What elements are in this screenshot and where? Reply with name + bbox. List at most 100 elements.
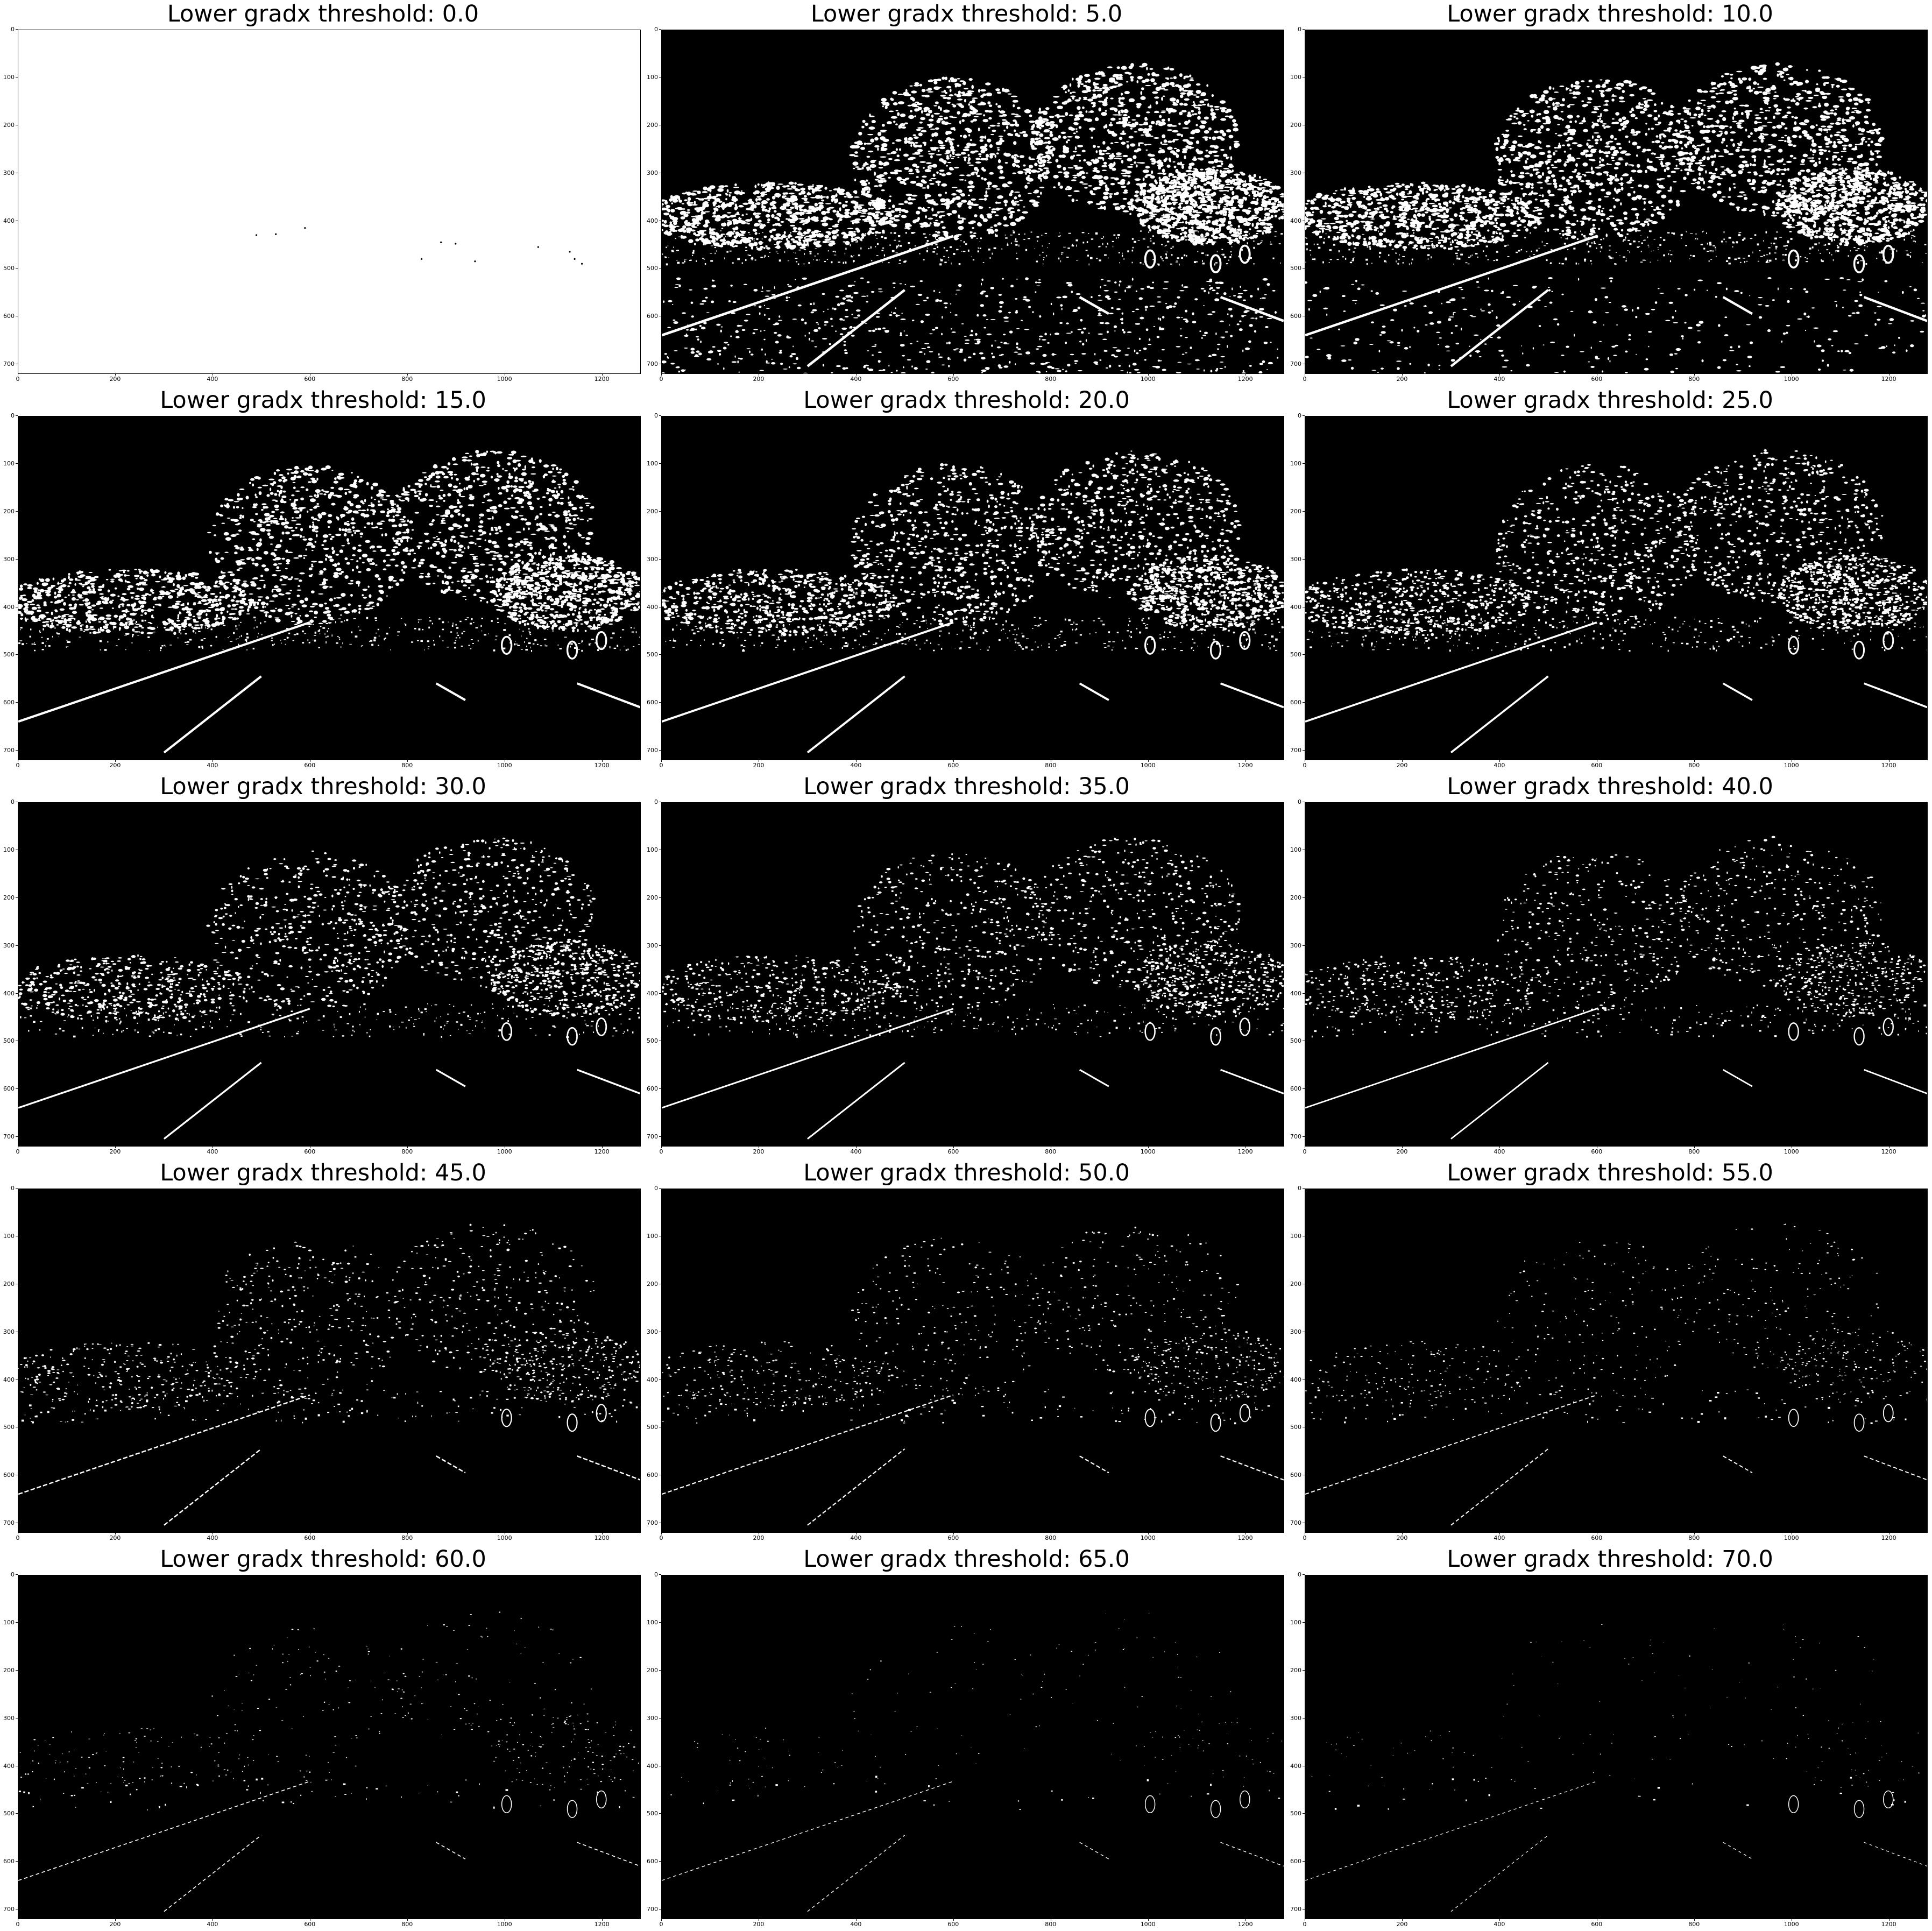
image-background	[1305, 1575, 1927, 1919]
y-tick-label: 700	[1289, 1133, 1305, 1141]
x-tick-label: 400	[845, 373, 867, 383]
x-tick-label: 400	[202, 1532, 223, 1542]
subplot-title: Lower gradx threshold: 40.0	[1289, 770, 1931, 803]
edge-texture	[18, 837, 640, 1038]
y-tick-label: 600	[1289, 1472, 1305, 1479]
y-tick-label: 400	[1289, 217, 1305, 225]
noise-speck	[537, 246, 539, 248]
car-wheel-edge	[501, 1795, 512, 1814]
image-background	[18, 30, 640, 373]
x-tick-label: 800	[397, 1146, 418, 1156]
car-wheel-edge	[1787, 249, 1800, 269]
edge-texture	[662, 62, 1284, 373]
image-background	[18, 1575, 640, 1919]
x-tick-label: 800	[397, 373, 418, 383]
binary-edge-image	[662, 1189, 1284, 1532]
subplot-panel: Lower gradx threshold: 65.0 0 100 200 300 400…	[645, 1545, 1288, 1931]
subplot-panel: Lower gradx threshold: 35.0 0 100 200 300 400…	[645, 773, 1288, 1158]
y-tick-label: 200	[1289, 894, 1305, 902]
car-wheel-edge	[1239, 1017, 1251, 1036]
image-background	[662, 803, 1284, 1146]
lane-line-edge	[1863, 296, 1927, 322]
y-tick-label: 500	[2, 651, 18, 659]
car-wheel-edge	[1210, 1413, 1221, 1432]
y-tick-label: 200	[1289, 1281, 1305, 1288]
x-tick-label: 600	[1586, 373, 1608, 383]
y-tick-label: 500	[645, 1810, 661, 1817]
x-tick-label: 400	[1489, 373, 1510, 383]
x-tick-label: 400	[1489, 1532, 1510, 1542]
car-wheel-edge	[1210, 1800, 1221, 1818]
y-tick-label: 700	[1289, 360, 1305, 368]
y-tick-label: 100	[645, 460, 661, 468]
lane-line-edge	[1220, 1069, 1284, 1094]
lane-line-edge	[1220, 296, 1284, 322]
binary-image-axes	[661, 30, 1284, 374]
y-tick-label: 500	[2, 1424, 18, 1431]
lane-line-edge	[1450, 289, 1549, 367]
edge-texture	[662, 1226, 1284, 1425]
y-tick-label: 600	[645, 1085, 661, 1093]
subplot-title: Lower gradx threshold: 0.0	[2, 0, 645, 30]
subplot-panel: Lower gradx threshold: 60.0 0 100 200 300 400…	[2, 1545, 645, 1931]
y-tick-label: 600	[2, 1858, 18, 1865]
x-tick-label: 1200	[1878, 760, 1900, 769]
y-tick-label: 100	[1289, 846, 1305, 854]
lane-line-edge	[1305, 621, 1597, 723]
edge-texture	[670, 1612, 1283, 1810]
x-tick-label: 400	[845, 1146, 867, 1156]
lane-line-edge	[1220, 682, 1284, 709]
x-tick-label: 1000	[1137, 1919, 1159, 1928]
subplot-title: Lower gradx threshold: 55.0	[1289, 1157, 1931, 1189]
x-tick-label: 0	[1294, 1919, 1315, 1928]
car-wheel-edge	[567, 1800, 578, 1818]
car-wheel-edge	[567, 1413, 578, 1432]
y-tick-label: 0	[2, 798, 18, 806]
y-tick-label: 600	[1289, 1085, 1305, 1093]
lane-line-edge	[436, 1842, 466, 1859]
edge-texture	[1305, 62, 1927, 373]
car-wheel-edge	[1144, 1409, 1156, 1427]
car-wheel-edge	[1853, 254, 1865, 273]
y-tick-label: 200	[2, 122, 18, 129]
y-tick-label: 200	[645, 1667, 661, 1674]
x-tick-label: 600	[943, 1919, 964, 1928]
subplot-title: Lower gradx threshold: 50.0	[645, 1157, 1288, 1189]
subplot-title: Lower gradx threshold: 70.0	[1289, 1543, 1931, 1575]
x-tick-label: 600	[943, 760, 964, 769]
y-tick-label: 600	[645, 699, 661, 706]
subplot-title: Lower gradx threshold: 35.0	[645, 770, 1288, 803]
y-tick-label: 700	[1289, 1519, 1305, 1527]
x-tick-label: 1000	[494, 373, 515, 383]
image-background	[662, 1189, 1284, 1532]
edge-texture	[1305, 449, 1927, 652]
lane-line-edge	[806, 289, 906, 367]
lane-line-edge	[662, 235, 954, 337]
x-tick-label: 1000	[494, 1919, 515, 1928]
subplot-panel: Lower gradx threshold: 0.0 0 100 200 300 400 5…	[2, 0, 645, 386]
x-tick-label: 800	[1040, 1919, 1061, 1928]
lane-line-edge	[1722, 1069, 1753, 1087]
y-tick-label: 0	[645, 798, 661, 806]
car-wheel-edge	[596, 1404, 607, 1423]
x-tick-label: 1000	[1781, 1532, 1802, 1542]
y-tick-label: 100	[1289, 1233, 1305, 1240]
image-background	[1305, 1189, 1927, 1532]
subplot-panel: Lower gradx threshold: 55.0 0 100 200 300 400…	[1289, 1159, 1931, 1545]
x-tick-label: 1200	[1235, 373, 1256, 383]
x-tick-label: 0	[7, 373, 29, 383]
x-tick-label: 600	[1586, 1919, 1608, 1928]
lane-line-edge	[1722, 682, 1753, 701]
image-background	[1305, 803, 1927, 1146]
lane-line-edge	[1305, 235, 1597, 337]
lane-line-edge	[807, 1448, 905, 1526]
lane-line-edge	[18, 1781, 310, 1881]
x-tick-label: 0	[7, 1919, 29, 1928]
x-tick-label: 200	[104, 1146, 126, 1156]
x-tick-label: 1000	[1781, 1146, 1802, 1156]
y-tick-label: 200	[1289, 122, 1305, 129]
x-tick-label: 600	[943, 1146, 964, 1156]
x-tick-label: 200	[1391, 1532, 1413, 1542]
noise-speck	[581, 263, 583, 265]
y-tick-label: 600	[645, 1858, 661, 1865]
